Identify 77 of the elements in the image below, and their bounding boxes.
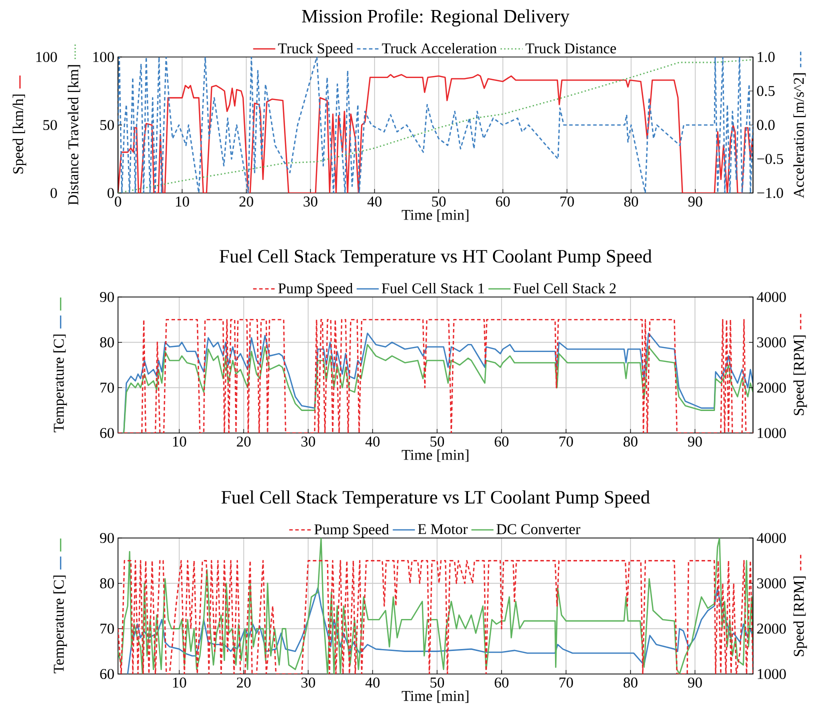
y-tick-label: 0 <box>108 188 114 198</box>
y2-tick-label: 4000 <box>756 292 786 302</box>
legend-label: E Motor <box>418 524 468 534</box>
x-tick-label: 0 <box>114 196 122 207</box>
y2-tick-label: 1.0 <box>758 52 775 62</box>
y-tick-label: 70 <box>100 624 114 634</box>
legend-label: Pump Speed <box>314 524 389 538</box>
legend-label: Truck Acceleration <box>382 42 497 54</box>
y-tick-label: 90 <box>100 292 114 302</box>
y-tick-label: 50 <box>100 120 114 130</box>
x-tick-label: 70 <box>560 196 574 207</box>
x-tick-label: 90 <box>688 436 702 447</box>
y-tick-label: 60 <box>100 668 114 680</box>
y-tick-label: 60 <box>100 428 114 438</box>
x-tick-label: 20 <box>236 678 251 688</box>
legend-label: Truck Speed <box>278 42 354 56</box>
y2-tick-label: 3000 <box>757 578 786 588</box>
chart-title: Fuel Cell Stack Temperature vs HT Coolant Pump Speed <box>220 249 652 266</box>
x-tick-label: 20 <box>236 436 251 447</box>
chart-title: Mission Profile: Regional Delivery <box>302 9 570 26</box>
x-tick-label: 50 <box>430 436 444 447</box>
x-tick-label: 60 <box>496 196 510 207</box>
y-axis-title: Speed [km/h] <box>12 94 26 174</box>
y2-axis-title: Speed [RPM] <box>793 576 807 656</box>
x-tick-label: 10 <box>173 678 186 688</box>
y2-axis-title: Speed [RPM] <box>793 335 807 416</box>
x-tick-label: 30 <box>301 678 316 688</box>
x-tick-label: 20 <box>239 196 254 207</box>
y-tick-label: 70 <box>100 382 114 393</box>
x-tick-label: 70 <box>560 436 573 447</box>
y3-tick-label: 50 <box>43 120 57 130</box>
y2-tick-label: 1000 <box>758 668 786 680</box>
y2-axis-title: Acceleration [m/s^2] <box>793 73 806 198</box>
y2-tick-label: 3000 <box>757 337 786 348</box>
chart-title: Fuel Cell Stack Temperature vs LT Coolant Pump Speed <box>222 490 650 508</box>
x-tick-label: 80 <box>624 678 638 688</box>
y-tick-label: 90 <box>100 532 114 544</box>
y2-tick-label: −0.5 <box>757 154 784 164</box>
y2-tick-label: 1000 <box>758 428 786 438</box>
y2-tick-label: 0.0 <box>757 120 775 130</box>
legend-label: Truck Distance <box>526 42 616 54</box>
y-tick-label: 100 <box>93 52 114 62</box>
x-tick-label: 70 <box>560 678 573 688</box>
y3-tick-label: 0 <box>50 188 57 198</box>
x-tick-label: 80 <box>624 436 638 447</box>
x-tick-label: 40 <box>365 678 380 688</box>
x-tick-label: 80 <box>624 196 638 207</box>
y2-tick-label: −1.0 <box>757 188 784 198</box>
x-tick-label: 10 <box>176 196 190 207</box>
y3-tick-label: 100 <box>36 52 57 62</box>
x-tick-label: 90 <box>688 678 702 688</box>
x-axis-title: Time [min] <box>402 209 468 222</box>
x-tick-label: 50 <box>430 678 444 688</box>
x-tick-label: 30 <box>304 196 318 207</box>
y2-tick-label: 2000 <box>757 382 786 393</box>
x-tick-label: 40 <box>365 436 380 447</box>
x-axis-title: Time [min] <box>402 449 468 462</box>
y2-tick-label: 0.5 <box>757 86 775 96</box>
y-tick-label: 80 <box>100 578 114 588</box>
x-tick-label: 90 <box>688 196 702 207</box>
legend-label: Fuel Cell Stack 1 <box>382 282 484 294</box>
legend-label: DC Converter <box>496 524 580 534</box>
x-tick-label: 60 <box>494 678 508 688</box>
y-axis-title: Temperature [C] <box>53 576 67 674</box>
y3-axis-title: Distance Traveled [km] <box>68 65 80 205</box>
x-tick-label: 50 <box>432 196 446 207</box>
x-tick-label: 40 <box>367 196 382 207</box>
y2-tick-label: 4000 <box>756 532 786 544</box>
x-tick-label: 10 <box>173 436 186 447</box>
y-axis-title: Temperature [C] <box>53 334 67 432</box>
legend-label: Fuel Cell Stack 2 <box>514 282 616 294</box>
x-tick-label: 60 <box>494 436 508 447</box>
x-tick-label: 30 <box>301 436 316 447</box>
legend-label: Pump Speed <box>278 282 353 296</box>
x-axis-title: Time [min] <box>402 690 468 703</box>
y-tick-label: 80 <box>100 337 114 348</box>
y2-tick-label: 2000 <box>757 624 786 634</box>
